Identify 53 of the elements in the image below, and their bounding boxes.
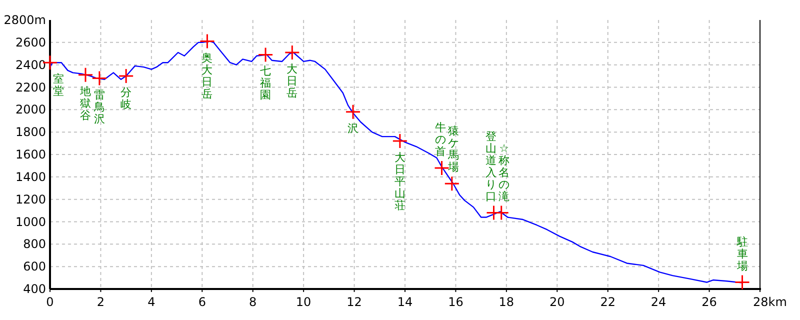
- y-tick-label: 2800m: [4, 13, 46, 27]
- point: [118, 68, 134, 84]
- annotation: 登山道入り口: [486, 130, 497, 203]
- x-tick-label: 8: [249, 295, 257, 309]
- x-tick-label: 22: [600, 295, 616, 309]
- y-tick-label: 2000: [15, 102, 46, 117]
- annotation: 沢: [348, 122, 359, 135]
- x-tick-label: 4: [148, 295, 156, 309]
- y-tick-label: 2400: [15, 58, 46, 72]
- point: [434, 160, 450, 176]
- y-tick-label: 1200: [15, 192, 46, 206]
- x-tick-label: 0: [46, 295, 54, 309]
- annotation: 分岐: [120, 86, 132, 112]
- y-tick-label: 1800: [15, 125, 46, 140]
- x-tick-label: 16: [448, 295, 464, 309]
- point: [199, 34, 215, 50]
- annotation: 雷鳥沢: [92, 88, 105, 126]
- annotation: 牛の首: [434, 120, 446, 158]
- y-tick-label: 400: [23, 282, 46, 296]
- x-tick-label: 10: [296, 295, 312, 309]
- x-tick-label: 26: [702, 295, 717, 309]
- x-tick-label: 24: [650, 295, 666, 309]
- point: [392, 133, 408, 149]
- annotation: 大日岳: [286, 62, 298, 100]
- x-tick-label: 20: [550, 295, 565, 309]
- point: [258, 46, 274, 62]
- x-tick-label: 14: [397, 295, 413, 309]
- annotation: 大日平山荘: [394, 151, 406, 212]
- annotation: 七福園: [260, 64, 272, 102]
- y-tick-label: 1000: [15, 214, 46, 229]
- y-tick-label: 1400: [15, 170, 46, 184]
- point: [444, 176, 460, 192]
- point: [92, 70, 108, 86]
- x-tick-label: 6: [198, 295, 206, 309]
- annotation: ☆称名の滝: [498, 142, 510, 203]
- annotation: 地獄谷: [79, 84, 91, 122]
- y-tick-label: 600: [23, 260, 46, 274]
- y-tick-label: 2200: [15, 80, 46, 94]
- annotation: 駐車場: [736, 235, 748, 272]
- point: [78, 67, 94, 83]
- x-tick-label: 28km: [753, 295, 787, 309]
- y-tick-label: 800: [23, 237, 46, 252]
- annotation: 奥大日岳: [202, 51, 213, 100]
- y-tick-label: 1600: [15, 148, 46, 162]
- point: [284, 44, 300, 60]
- point: [734, 274, 750, 290]
- annotation: 猿ケ馬場: [446, 124, 459, 174]
- y-tick-label: 2600: [15, 35, 46, 50]
- annotation: 室堂: [53, 72, 64, 98]
- x-tick-label: 12: [346, 295, 362, 309]
- x-tick-label: 18: [498, 295, 514, 309]
- point: [345, 104, 361, 120]
- x-tick-label: 2: [96, 295, 105, 309]
